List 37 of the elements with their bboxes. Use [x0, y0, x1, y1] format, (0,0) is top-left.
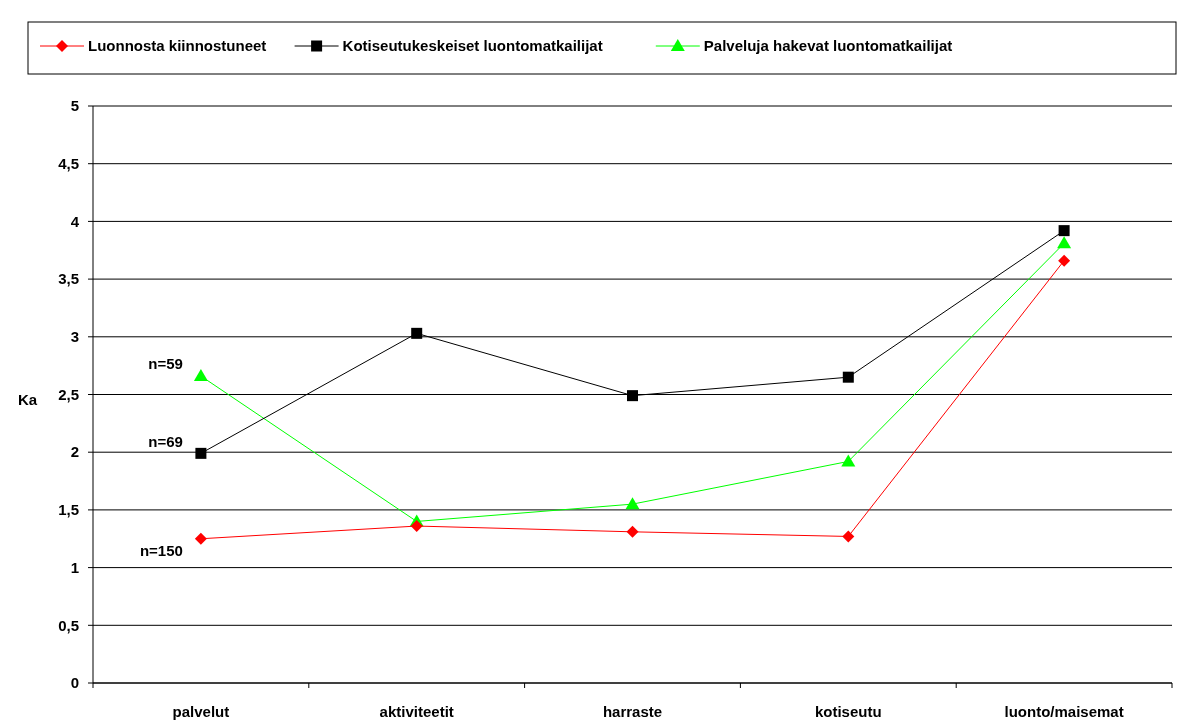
y-tick-label: 1,5 [58, 501, 79, 519]
x-tick-label: harraste [602, 703, 663, 720]
y-tick-label: 1 [70, 558, 79, 576]
point [625, 497, 640, 510]
point [195, 447, 207, 459]
x-tick-label: luonto/maisemat [1004, 703, 1124, 720]
y-axis-title: Ka [18, 390, 38, 408]
legend-label: Kotiseutukeskeiset luontomatkailijat [342, 37, 603, 54]
point [842, 530, 855, 543]
y-tick-label: 4 [70, 212, 80, 230]
y-tick-label: 5 [70, 97, 79, 115]
annotation: n=59 [148, 355, 183, 373]
y-tick-label: 3 [70, 328, 79, 346]
y-tick-label: 0,5 [58, 616, 79, 634]
x-tick-label: aktiviteetit [379, 703, 454, 720]
y-tick-label: 2,5 [58, 385, 79, 403]
y-tick-label: 0 [70, 674, 79, 692]
point [627, 390, 638, 402]
annotation: n=150 [139, 542, 183, 559]
point [194, 532, 207, 545]
point [1058, 254, 1071, 267]
x-tick-label: kotiseutu [814, 703, 882, 720]
point [411, 327, 423, 339]
point [842, 371, 854, 383]
point [193, 369, 208, 382]
legend-label: Luonnosta kiinnostuneet [88, 37, 267, 54]
y-tick-label: 3,5 [58, 270, 79, 288]
point [626, 525, 639, 538]
point [410, 520, 423, 533]
legend-label: Palveluja hakevat luontomatkailijat [703, 37, 953, 54]
annotation: n=69 [148, 432, 183, 450]
y-tick-label: 2 [70, 443, 79, 461]
y-tick-label: 4,5 [58, 154, 79, 172]
point [1058, 225, 1070, 237]
point [841, 454, 856, 467]
x-tick-label: palvelut [172, 703, 230, 720]
point [1057, 236, 1072, 249]
